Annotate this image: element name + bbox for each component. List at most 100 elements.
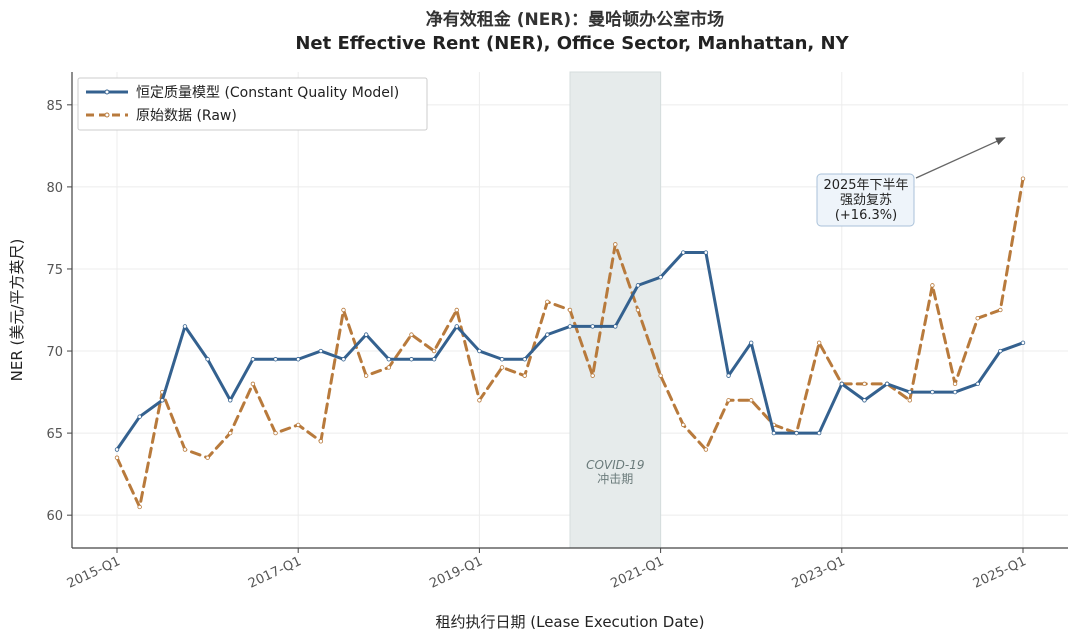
data-point-s1-21 bbox=[590, 373, 595, 378]
data-point-s1-16 bbox=[477, 398, 482, 403]
data-point-s0-36 bbox=[930, 389, 935, 395]
data-point-s0-8 bbox=[296, 357, 301, 362]
data-point-s1-3 bbox=[182, 447, 188, 452]
data-point-s1-15 bbox=[454, 307, 459, 313]
data-point-s1-27 bbox=[726, 398, 731, 403]
data-point-s0-19 bbox=[545, 332, 550, 337]
legend-label-raw: 原始数据 (Raw) bbox=[136, 108, 237, 124]
data-point-s0-26 bbox=[703, 250, 709, 255]
data-point-s1-36 bbox=[930, 283, 935, 288]
data-point-s0-20 bbox=[567, 324, 573, 329]
data-point-s0-14 bbox=[431, 357, 437, 362]
data-point-s0-11 bbox=[363, 332, 369, 337]
data-point-s0-38 bbox=[975, 381, 980, 387]
data-point-s1-23 bbox=[635, 307, 641, 313]
y-axis-label: NER (美元/平方英尺) bbox=[8, 239, 26, 382]
data-point-s0-10 bbox=[341, 357, 346, 362]
data-point-s1-19 bbox=[545, 299, 550, 304]
data-point-s1-37 bbox=[952, 381, 958, 387]
data-point-s0-25 bbox=[681, 250, 686, 255]
data-point-s1-39 bbox=[998, 307, 1003, 313]
data-point-s0-40 bbox=[1020, 340, 1026, 346]
data-point-s1-4 bbox=[205, 455, 210, 460]
data-point-s0-18 bbox=[522, 357, 527, 362]
y-tick-label-65: 65 bbox=[46, 427, 63, 442]
y-tick-label-75: 75 bbox=[46, 263, 63, 278]
data-point-s0-5 bbox=[228, 398, 233, 403]
annotation-line-1: 强劲复苏 bbox=[840, 192, 892, 208]
y-tick-label-70: 70 bbox=[46, 345, 63, 360]
series-group bbox=[114, 176, 1026, 510]
data-point-s1-1 bbox=[137, 504, 142, 510]
y-tick-label-85: 85 bbox=[46, 99, 63, 114]
data-point-s0-16 bbox=[477, 348, 482, 354]
data-point-s0-29 bbox=[771, 430, 777, 436]
data-point-s1-8 bbox=[296, 422, 301, 428]
data-point-s0-24 bbox=[658, 274, 663, 280]
data-point-s1-10 bbox=[341, 307, 346, 313]
x-tick-label-2017-Q1: 2017-Q1 bbox=[246, 554, 304, 592]
data-point-s0-0 bbox=[114, 447, 120, 452]
data-point-s1-14 bbox=[431, 348, 437, 354]
data-point-s1-5 bbox=[228, 430, 233, 436]
legend: 恒定质量模型 (Constant Quality Model) 原始数据 (Ra… bbox=[77, 77, 428, 131]
data-point-s0-7 bbox=[273, 357, 278, 362]
data-point-s1-7 bbox=[273, 430, 278, 436]
data-point-s0-6 bbox=[250, 357, 256, 362]
data-point-s1-22 bbox=[613, 242, 618, 247]
data-point-s1-38 bbox=[975, 316, 980, 321]
data-point-s1-33 bbox=[862, 381, 867, 387]
legend-box bbox=[77, 77, 428, 131]
data-point-s1-18 bbox=[522, 373, 527, 378]
data-point-s0-17 bbox=[499, 357, 505, 362]
y-tick-label-80: 80 bbox=[46, 181, 63, 196]
data-point-s1-24 bbox=[658, 373, 663, 378]
data-point-s1-9 bbox=[318, 439, 324, 444]
data-point-s0-9 bbox=[318, 348, 324, 354]
data-point-s0-31 bbox=[816, 430, 822, 436]
data-point-s1-6 bbox=[250, 381, 256, 387]
data-point-s0-37 bbox=[952, 389, 958, 395]
data-point-s1-12 bbox=[386, 365, 391, 370]
annotation-arrow bbox=[915, 137, 1006, 179]
data-point-s1-13 bbox=[409, 332, 414, 337]
data-point-s0-33 bbox=[862, 398, 867, 403]
data-point-s0-39 bbox=[998, 348, 1003, 354]
data-point-s0-32 bbox=[839, 381, 844, 387]
x-tick-label-2023-Q1: 2023-Q1 bbox=[790, 554, 848, 592]
annotation-line-0: 2025年下半年 bbox=[823, 178, 908, 193]
data-point-s0-22 bbox=[613, 324, 618, 329]
data-point-s0-3 bbox=[182, 324, 188, 329]
data-point-s1-40 bbox=[1020, 176, 1026, 181]
data-point-s0-1 bbox=[137, 414, 142, 419]
data-point-s1-0 bbox=[114, 455, 120, 460]
covid-shade-rect bbox=[569, 71, 662, 549]
data-point-s0-34 bbox=[884, 381, 890, 387]
x-tick-label-2019-Q1: 2019-Q1 bbox=[427, 554, 485, 592]
data-point-s0-23 bbox=[635, 283, 641, 288]
axes bbox=[71, 72, 1068, 549]
legend-marker-raw bbox=[104, 112, 110, 118]
chart-title-cn: 净有效租金 (NER)：曼哈顿办公室市场 bbox=[426, 9, 724, 30]
chart-title-en: Net Effective Rent (NER), Office Sector,… bbox=[295, 33, 849, 54]
data-point-s1-17 bbox=[499, 365, 505, 370]
annotation-box bbox=[816, 173, 915, 227]
data-point-s0-21 bbox=[590, 324, 595, 329]
data-point-s0-2 bbox=[160, 398, 165, 403]
covid-label-sub: 冲击期 bbox=[597, 471, 633, 486]
data-point-s0-15 bbox=[454, 324, 459, 329]
data-point-s1-20 bbox=[567, 307, 573, 313]
data-point-s1-28 bbox=[749, 398, 754, 403]
data-point-s1-11 bbox=[363, 373, 369, 378]
data-point-s1-26 bbox=[703, 447, 709, 452]
annotation-line-2: (+16.3%) bbox=[835, 208, 897, 223]
x-tick-label-2021-Q1: 2021-Q1 bbox=[609, 554, 667, 592]
legend-label-cqm: 恒定质量模型 (Constant Quality Model) bbox=[136, 85, 399, 101]
x-tick-label-2015-Q1: 2015-Q1 bbox=[65, 554, 123, 592]
data-point-s0-28 bbox=[749, 340, 754, 346]
data-point-s0-35 bbox=[907, 389, 912, 395]
data-point-s1-31 bbox=[816, 340, 822, 346]
